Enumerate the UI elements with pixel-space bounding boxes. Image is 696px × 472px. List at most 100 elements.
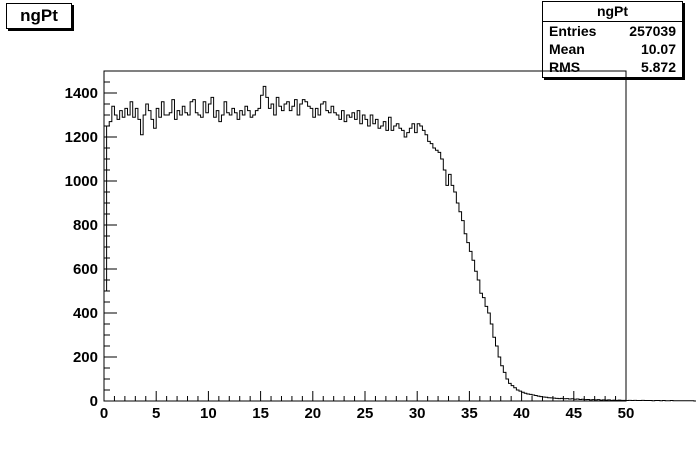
histogram-bin [417, 124, 420, 401]
histogram-bin [496, 346, 499, 401]
stats-row-entries: Entries 257039 [543, 22, 682, 40]
histogram-bin [550, 398, 553, 401]
histogram-bin [344, 122, 347, 401]
histogram-bin [443, 170, 446, 401]
histogram-bin [613, 400, 616, 401]
y-tick-label: 200 [73, 349, 98, 366]
histogram-bin [216, 111, 219, 401]
histogram-bin [122, 117, 125, 401]
histogram-bin [514, 388, 517, 401]
histogram-bin [370, 115, 373, 401]
histogram-bin [441, 159, 444, 401]
histogram-bin [558, 399, 561, 401]
histogram-bin [148, 111, 151, 401]
histogram-bin [584, 400, 587, 401]
histogram-bin [107, 126, 110, 401]
histogram-bin [250, 117, 253, 401]
histogram-bin [143, 115, 146, 401]
histogram-bin [284, 104, 287, 401]
histogram-bin [589, 400, 592, 401]
histogram-bin [237, 119, 240, 401]
histogram-bin [485, 306, 488, 401]
stats-value-mean: 10.07 [640, 41, 676, 57]
histogram-bin [261, 95, 264, 401]
x-tick-label: 15 [252, 405, 269, 422]
y-tick-label: 1400 [65, 85, 98, 102]
histogram-bin [362, 115, 365, 401]
histogram-bin [198, 115, 201, 401]
histogram-bin [608, 400, 611, 401]
histogram-bin [135, 108, 138, 401]
histogram-bin [605, 400, 608, 401]
histogram-bin [302, 100, 305, 401]
histogram-bin [268, 108, 271, 401]
histogram-bin [545, 397, 548, 401]
histogram-bin [402, 130, 405, 401]
histogram-bin [527, 394, 530, 401]
histogram-bin [542, 397, 545, 401]
x-tick-label: 45 [565, 405, 582, 422]
histogram-bin [295, 100, 298, 401]
histogram-bin [394, 126, 397, 401]
histogram-bin [566, 399, 569, 401]
histogram-bin [146, 104, 149, 401]
histogram-bin [219, 122, 222, 401]
histogram-bin [292, 106, 295, 401]
histogram-bin [459, 212, 462, 401]
histogram-bin [430, 144, 433, 401]
histogram-bin [574, 399, 577, 401]
histogram-bin [391, 130, 394, 401]
histogram-bin [556, 398, 559, 401]
histogram-bin [274, 115, 277, 401]
histogram-bin [182, 106, 185, 401]
histogram-bin [616, 400, 619, 401]
stats-label-mean: Mean [549, 41, 585, 57]
histogram-bin [629, 400, 632, 401]
histogram-bin [177, 111, 180, 401]
histogram-bin [360, 124, 363, 401]
histogram-bin [201, 117, 204, 401]
histogram-bin [548, 398, 551, 401]
histogram-bin [235, 113, 238, 401]
histogram-bin [634, 400, 637, 401]
histogram-bin [425, 135, 428, 401]
histogram-bin [378, 128, 381, 401]
histogram-bin [227, 113, 230, 401]
histogram-outline [103, 85, 696, 402]
histogram-bin [159, 117, 162, 401]
histogram-bin [339, 119, 342, 401]
histogram-bin [375, 119, 378, 401]
histogram-bin [169, 113, 172, 401]
histogram-bin [412, 124, 415, 401]
histogram-bin [193, 100, 196, 401]
histogram-bin [120, 111, 123, 401]
histogram-bin [174, 119, 177, 401]
histogram-bin [519, 391, 522, 401]
histogram-bin [203, 102, 206, 401]
stats-label-entries: Entries [549, 23, 597, 39]
y-tick-label: 1200 [65, 129, 98, 146]
histogram-bin [537, 396, 540, 401]
histogram-bin [253, 115, 256, 401]
histogram-bin [472, 260, 475, 401]
histogram-bin [503, 372, 506, 401]
histogram-bin [188, 115, 191, 401]
histogram-bin [279, 106, 282, 401]
histogram-bin [467, 243, 470, 401]
histogram-bin [297, 115, 300, 401]
histogram-bin [454, 192, 457, 401]
histogram-bin [561, 398, 564, 401]
y-tick-label: 0 [90, 393, 98, 410]
histogram-bin [368, 126, 371, 401]
histogram-bin [321, 104, 324, 401]
histogram-bin [255, 111, 258, 401]
histogram-bin [224, 102, 227, 401]
histogram-bin [438, 152, 441, 401]
histogram-bin [482, 298, 485, 401]
histogram-bin [258, 108, 261, 401]
histogram-bin [352, 113, 355, 401]
histogram-bin [475, 271, 478, 401]
histogram-series [103, 85, 696, 402]
histogram-bin [167, 115, 170, 401]
histogram-bin [464, 234, 467, 401]
